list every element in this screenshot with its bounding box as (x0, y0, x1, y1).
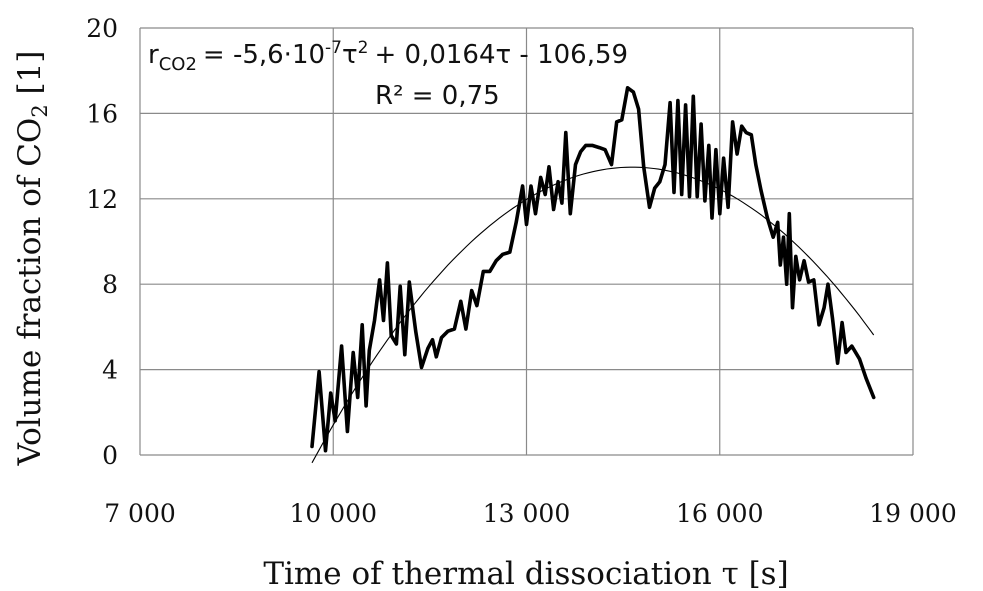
equation-r-subscript: CO2 (159, 54, 197, 75)
x-tick-label: 10 000 (290, 499, 377, 528)
y-tick-label: 0 (102, 441, 118, 470)
y-axis-title-tail: [1] (12, 51, 48, 105)
x-tick-label: 16 000 (676, 499, 763, 528)
y-tick-label: 20 (86, 14, 118, 43)
x-axis-title: Time of thermal dissociation τ [s] (263, 556, 788, 591)
equation-square: 2 (358, 38, 369, 58)
r-squared-label: R² = 0,75 (375, 81, 500, 111)
tick-labels: 0 4 8 12 16 20 7 000 10 000 13 000 16 000 19 000 (86, 14, 957, 528)
y-tick-label: 12 (86, 185, 118, 214)
x-tick-label: 13 000 (483, 499, 570, 528)
x-tick-label: 19 000 (869, 499, 956, 528)
x-tick-label: 7 000 (104, 499, 176, 528)
y-axis-title-main: Volume fraction of CO (12, 118, 48, 467)
trendline-equation: rCO2 = -5,6·10-7τ2 + 0,0164τ - 106,59 (148, 38, 628, 75)
y-tick-label: 8 (102, 270, 118, 299)
equation-tau: τ (342, 40, 358, 70)
measured-series-line (310, 86, 876, 453)
equation-exponent: -7 (325, 38, 342, 58)
equation-r: r (148, 40, 159, 70)
equation-coef-a: = -5,6·10 (203, 40, 325, 70)
data-layer (310, 86, 876, 464)
grid-layer (139, 27, 914, 456)
equation-rest: + 0,0164τ - 106,59 (374, 40, 628, 70)
y-tick-label: 4 (102, 356, 118, 385)
y-axis-title: Volume fraction of CO2 [1] (12, 51, 52, 467)
trend-line (311, 166, 875, 464)
y-tick-label: 16 (86, 99, 118, 128)
y-axis-title-sub: 2 (28, 104, 52, 117)
